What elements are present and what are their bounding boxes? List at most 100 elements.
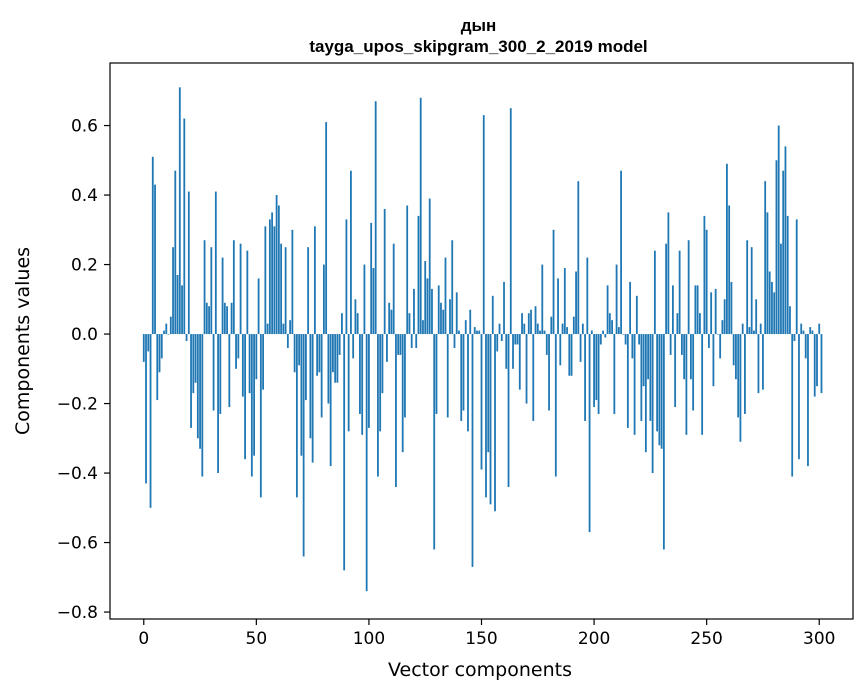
- bar: [550, 316, 553, 335]
- bar: [341, 313, 343, 335]
- bar: [160, 334, 163, 359]
- bar: [210, 247, 213, 335]
- bar: [422, 320, 424, 335]
- bar: [584, 334, 586, 421]
- bar: [356, 313, 359, 335]
- bar: [680, 334, 683, 355]
- bar: [190, 334, 192, 428]
- bar: [753, 330, 755, 335]
- bar: [322, 264, 325, 335]
- x-tick-label: 100: [353, 629, 385, 649]
- bar: [469, 309, 472, 335]
- bar: [674, 334, 677, 408]
- bar: [158, 334, 161, 373]
- y-tick-label: 0.0: [71, 325, 98, 345]
- bar: [451, 240, 454, 335]
- bar: [746, 240, 749, 335]
- x-axis-ticks: 0 50 100 150 200 250 300: [138, 619, 835, 649]
- bar: [554, 334, 557, 477]
- bar: [277, 205, 280, 335]
- bar: [701, 334, 704, 435]
- bar: [599, 334, 602, 345]
- bar: [156, 334, 159, 401]
- bar: [426, 278, 429, 335]
- bar: [365, 334, 368, 592]
- bar: [304, 334, 307, 401]
- bar: [784, 146, 787, 335]
- bar: [602, 330, 604, 335]
- bar: [516, 334, 519, 345]
- bar: [392, 243, 395, 335]
- bar: [644, 334, 647, 453]
- x-tick-label: 200: [578, 629, 610, 649]
- bar: [615, 264, 618, 335]
- bar: [428, 198, 431, 335]
- bar: [712, 334, 715, 387]
- bar: [262, 334, 264, 390]
- bar: [572, 316, 575, 335]
- bar: [192, 334, 195, 394]
- bar: [223, 302, 226, 335]
- bars: [142, 87, 823, 592]
- bar: [518, 334, 521, 390]
- bar: [744, 334, 746, 414]
- bar: [298, 334, 301, 366]
- bar: [372, 268, 375, 335]
- bar: [791, 334, 794, 477]
- bar: [172, 247, 174, 335]
- bar: [662, 334, 665, 550]
- bar: [802, 330, 805, 335]
- bar: [514, 334, 517, 345]
- bar: [406, 205, 409, 335]
- bar: [248, 334, 251, 394]
- bar: [401, 334, 404, 453]
- bar: [575, 271, 577, 335]
- bar: [651, 334, 654, 474]
- bar: [300, 334, 303, 456]
- bar: [757, 334, 760, 394]
- bar: [266, 323, 269, 335]
- bar: [388, 302, 391, 335]
- bar: [739, 334, 742, 442]
- bar: [370, 222, 373, 335]
- bar: [235, 334, 237, 369]
- bar: [631, 334, 634, 359]
- bar: [255, 334, 258, 380]
- bar: [320, 334, 323, 418]
- bar: [363, 264, 366, 335]
- bar: [187, 191, 190, 335]
- bar: [415, 334, 418, 348]
- bar: [629, 281, 631, 335]
- bar: [755, 299, 758, 335]
- bar: [705, 229, 708, 335]
- bar: [482, 115, 485, 335]
- bar: [381, 334, 384, 394]
- bar: [338, 334, 341, 355]
- bar: [732, 334, 735, 366]
- bar: [208, 306, 210, 335]
- bar: [462, 334, 465, 411]
- bar: [723, 299, 726, 335]
- bar: [435, 334, 438, 414]
- bar: [496, 334, 499, 352]
- bar: [295, 334, 298, 498]
- bar: [665, 243, 668, 335]
- bar: [431, 288, 433, 335]
- bar: [464, 320, 467, 335]
- bar: [523, 323, 526, 335]
- bar: [719, 334, 722, 359]
- bar: [476, 330, 478, 335]
- bar: [408, 313, 411, 335]
- bar: [433, 334, 436, 550]
- bar: [595, 334, 598, 401]
- bar: [361, 334, 364, 435]
- bar: [214, 191, 217, 335]
- bar: [539, 330, 541, 335]
- bar: [714, 288, 717, 335]
- bar: [545, 334, 548, 355]
- bar: [302, 334, 305, 557]
- bar: [453, 334, 456, 348]
- bar: [804, 334, 807, 359]
- bar: [620, 170, 622, 335]
- bar: [259, 334, 262, 498]
